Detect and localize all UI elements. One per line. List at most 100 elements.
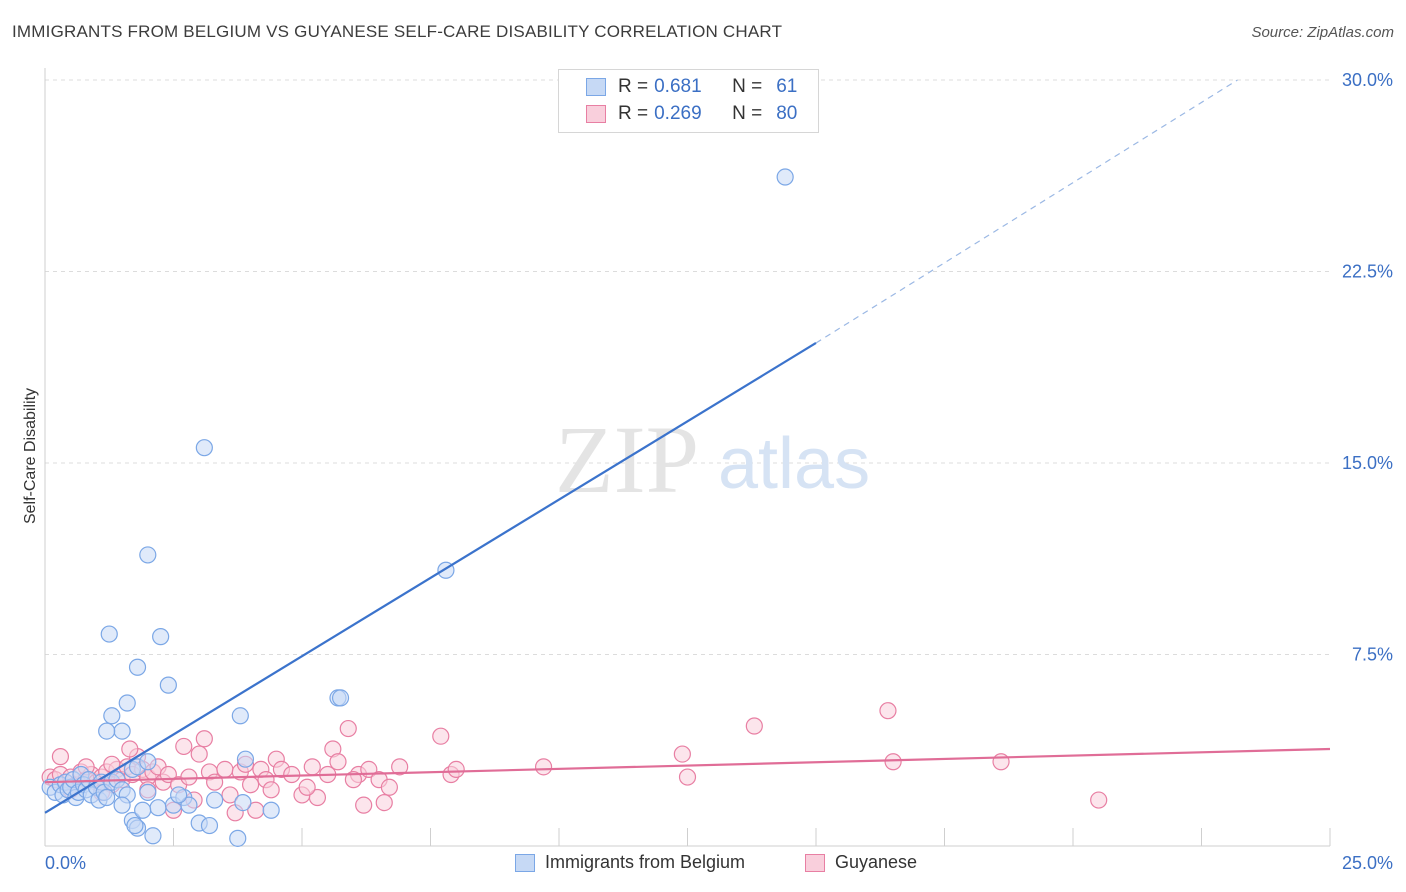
watermark-zip: ZIP — [555, 406, 699, 513]
guyanese-point — [1090, 791, 1108, 809]
guyanese-point — [221, 786, 239, 804]
guyanese-point — [51, 748, 70, 766]
guyanese-point — [180, 768, 198, 786]
guyanese-point — [329, 753, 347, 771]
guyanese-point — [884, 753, 902, 771]
grid-lines — [45, 79, 1330, 655]
trend-lines — [44, 79, 1331, 814]
guyanese-point — [879, 702, 897, 720]
belgium-point — [180, 796, 198, 814]
guyanese-point — [375, 793, 393, 812]
belgium-point — [139, 546, 157, 564]
series-legend: Immigrants from Belgium Guyanese — [0, 852, 1406, 878]
belgium-point — [195, 439, 213, 457]
guyanese-point — [678, 768, 697, 786]
y-axis-title: Self-Care Disability — [22, 388, 39, 524]
belgium-point — [170, 786, 188, 804]
guyanese-point — [380, 778, 398, 796]
belgium-point — [231, 707, 249, 725]
belgium-point — [159, 676, 177, 694]
guyanese-point — [344, 771, 362, 789]
belgium-point — [144, 827, 162, 845]
guyanese-point — [262, 781, 280, 799]
legend-r-value-guyanese: 0.269 — [654, 103, 702, 124]
legend-label-belgium: Immigrants from Belgium — [545, 852, 746, 872]
belgium-point — [113, 722, 131, 740]
belgium-point — [134, 801, 152, 819]
guyanese-point — [992, 753, 1010, 771]
legend-r-value-belgium: 0.681 — [654, 76, 702, 97]
guyanese-trend-line — [44, 747, 1331, 784]
belgium-point — [126, 816, 144, 835]
belgium-points — [41, 168, 794, 847]
guyanese-point — [355, 796, 373, 814]
belgium-trend-line — [44, 342, 817, 814]
watermark: ZIP atlas — [555, 406, 870, 513]
belgium-point — [103, 707, 121, 725]
guyanese-point — [308, 788, 327, 807]
belgium-point — [98, 788, 116, 807]
legend-r-label: R = — [618, 103, 649, 124]
belgium-point — [100, 625, 118, 643]
belgium-point — [139, 753, 157, 771]
guyanese-point — [303, 758, 321, 776]
legend-swatch-guyanese — [586, 105, 606, 123]
axes — [44, 68, 1331, 847]
belgium-point — [229, 829, 247, 847]
belgium-point — [118, 694, 136, 712]
belgium-point — [128, 658, 147, 676]
legend-swatch-belgium — [515, 853, 535, 872]
legend-n-label: N = — [732, 103, 763, 124]
guyanese-points — [41, 702, 1108, 822]
chart-title: IMMIGRANTS FROM BELGIUM VS GUYANESE SELF… — [12, 22, 783, 41]
legend-swatch-guyanese — [805, 853, 825, 872]
belgium-point — [776, 168, 794, 186]
legend-n-value-guyanese: 80 — [776, 103, 798, 124]
legend-n-value-belgium: 61 — [776, 76, 798, 97]
belgium-point — [331, 689, 350, 707]
legend-n-label: N = — [732, 76, 763, 97]
guyanese-point — [242, 776, 260, 794]
guyanese-point — [175, 737, 193, 756]
legend-label-guyanese: Guyanese — [835, 852, 918, 872]
guyanese-point — [195, 730, 213, 748]
legend-row-belgium: R = 0.681 N = 61 — [586, 76, 797, 98]
guyanese-point — [673, 745, 691, 763]
source-credit: Source: ZipAtlas.com — [1251, 24, 1394, 41]
belgium-point — [98, 722, 116, 740]
belgium-point — [262, 801, 280, 819]
y-tick-label: 7.5% — [1352, 645, 1393, 665]
legend-row-guyanese: R = 0.269 N = 80 — [586, 103, 797, 125]
y-tick-label: 15.0% — [1342, 453, 1393, 473]
y-tick-label: 22.5% — [1342, 262, 1393, 282]
guyanese-point — [298, 778, 316, 796]
belgium-point — [200, 816, 219, 835]
guyanese-point — [534, 758, 553, 776]
legend-swatch-belgium — [586, 78, 606, 96]
belgium-point — [113, 796, 131, 814]
belgium-point — [236, 750, 255, 768]
belgium-point — [234, 793, 252, 812]
x-tick-labels: 0.0% 25.0% — [45, 853, 1393, 873]
y-tick-labels: 7.5% 15.0% 22.5% 30.0% — [1342, 70, 1393, 665]
x-tick-label: 0.0% — [45, 853, 86, 873]
legend-item-guyanese[interactable]: Guyanese — [805, 852, 917, 873]
belgium-point — [206, 791, 224, 809]
y-tick-label: 30.0% — [1342, 70, 1393, 90]
guyanese-point — [283, 765, 301, 784]
guyanese-point — [339, 719, 357, 738]
guyanese-point — [745, 717, 763, 735]
belgium-point — [149, 799, 167, 817]
belgium-point — [139, 783, 157, 801]
legend-item-belgium[interactable]: Immigrants from Belgium — [515, 852, 745, 873]
legend-r-label: R = — [618, 76, 649, 97]
guyanese-point — [391, 758, 409, 776]
belgium-point — [152, 628, 170, 646]
watermark-atlas: atlas — [718, 424, 870, 504]
guyanese-point — [190, 745, 208, 763]
guyanese-point — [432, 727, 450, 745]
guyanese-point — [216, 760, 234, 779]
guyanese-point — [121, 740, 139, 758]
belgium-trend-extension — [815, 79, 1238, 344]
